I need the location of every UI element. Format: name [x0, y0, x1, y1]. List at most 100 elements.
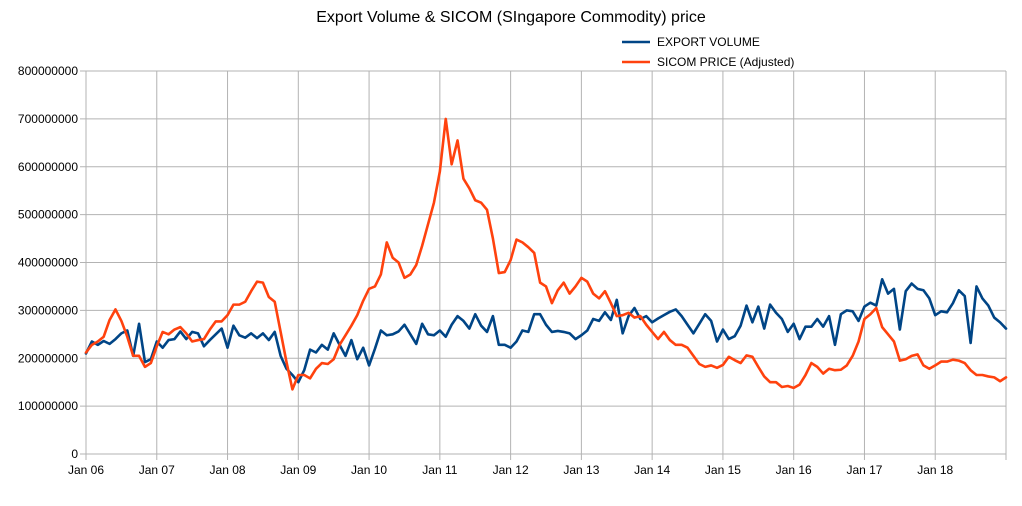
data-point-sicom-price — [468, 187, 470, 189]
data-point-sicom-price — [179, 326, 181, 328]
data-point-export-volume — [869, 302, 871, 304]
data-point-export-volume — [333, 332, 335, 334]
data-point-export-volume — [427, 333, 429, 335]
data-point-export-volume — [704, 313, 706, 315]
data-point-sicom-price — [592, 293, 594, 295]
data-point-export-volume — [940, 310, 942, 312]
data-point-export-volume — [268, 339, 270, 341]
series-layer — [84, 117, 1008, 391]
data-point-export-volume — [197, 332, 199, 334]
data-point-sicom-price — [521, 241, 524, 243]
data-point-sicom-price — [557, 289, 559, 291]
data-point-sicom-price — [185, 332, 187, 334]
data-point-export-volume — [144, 361, 146, 363]
data-point-sicom-price — [167, 333, 170, 335]
data-point-sicom-price — [533, 252, 535, 254]
y-tick-label: 0 — [71, 447, 78, 461]
data-point-export-volume — [362, 347, 364, 349]
data-point-export-volume — [645, 315, 647, 317]
data-point-export-volume — [539, 313, 541, 315]
data-point-export-volume — [97, 344, 99, 346]
data-point-export-volume — [857, 320, 860, 322]
y-tick-label: 400000000 — [18, 256, 78, 270]
data-point-export-volume — [916, 288, 919, 290]
data-point-export-volume — [303, 369, 305, 371]
data-point-sicom-price — [492, 237, 494, 240]
data-point-export-volume — [810, 326, 812, 328]
data-point-sicom-price — [126, 336, 128, 338]
data-point-export-volume — [604, 311, 606, 313]
data-point-sicom-price — [975, 374, 978, 376]
data-point-sicom-price — [887, 333, 889, 335]
x-tick-label: Jan 10 — [351, 463, 387, 477]
data-point-export-volume — [663, 314, 665, 316]
data-point-export-volume — [456, 315, 459, 317]
data-point-sicom-price — [568, 293, 571, 295]
data-point-sicom-price — [91, 344, 93, 346]
data-point-sicom-price — [627, 312, 630, 314]
data-point-sicom-price — [863, 318, 866, 320]
data-point-export-volume — [934, 314, 936, 316]
data-point-sicom-price — [757, 366, 759, 368]
data-point-sicom-price — [456, 139, 459, 142]
data-point-export-volume — [138, 323, 140, 325]
data-point-export-volume — [126, 329, 128, 332]
data-point-sicom-price — [268, 296, 270, 298]
data-point-export-volume — [728, 338, 730, 340]
data-point-sicom-price — [633, 316, 636, 319]
data-point-export-volume — [911, 282, 913, 285]
data-point-sicom-price — [580, 277, 582, 279]
data-point-sicom-price — [321, 362, 323, 364]
data-point-sicom-price — [244, 301, 246, 303]
data-point-sicom-price — [97, 340, 99, 343]
data-point-sicom-price — [150, 362, 152, 364]
data-point-sicom-price — [309, 377, 311, 379]
data-point-sicom-price — [474, 199, 476, 201]
data-point-export-volume — [893, 288, 895, 290]
data-point-export-volume — [421, 323, 423, 325]
data-point-sicom-price — [999, 380, 1001, 382]
data-point-export-volume — [610, 319, 612, 321]
data-point-export-volume — [740, 325, 742, 327]
data-point-export-volume — [433, 334, 435, 336]
data-point-export-volume — [863, 305, 866, 308]
data-point-export-volume — [698, 323, 700, 325]
data-point-export-volume — [344, 355, 347, 357]
data-point-sicom-price — [386, 241, 388, 243]
data-point-sicom-price — [734, 359, 736, 361]
legend-label: SICOM PRICE (Adjusted) — [657, 55, 794, 69]
data-point-sicom-price — [114, 308, 117, 311]
data-point-export-volume — [928, 297, 930, 300]
data-point-export-volume — [545, 324, 547, 326]
data-point-export-volume — [439, 329, 441, 332]
data-point-sicom-price — [1005, 376, 1007, 378]
data-point-sicom-price — [728, 356, 730, 358]
x-tick-label: Jan 09 — [280, 463, 316, 477]
x-tick-label: Jan 16 — [776, 463, 812, 477]
data-point-export-volume — [657, 317, 659, 320]
data-point-sicom-price — [946, 361, 948, 363]
data-point-sicom-price — [203, 338, 205, 340]
data-point-sicom-price — [162, 331, 164, 333]
data-point-sicom-price — [362, 300, 364, 302]
data-point-export-volume — [557, 330, 559, 332]
x-tick-label: Jan 13 — [563, 463, 599, 477]
data-point-export-volume — [905, 290, 907, 292]
data-point-export-volume — [775, 312, 777, 314]
data-point-export-volume — [492, 315, 494, 317]
data-point-export-volume — [574, 338, 577, 340]
y-tick-label: 300000000 — [18, 303, 78, 317]
data-point-export-volume — [179, 330, 181, 333]
data-point-sicom-price — [657, 338, 659, 340]
data-point-export-volume — [103, 340, 105, 342]
data-point-sicom-price — [852, 355, 854, 357]
data-point-export-volume — [203, 345, 205, 347]
data-point-sicom-price — [504, 271, 506, 273]
data-point-sicom-price — [857, 340, 860, 343]
data-point-export-volume — [598, 320, 600, 322]
data-point-sicom-price — [344, 334, 347, 336]
data-point-export-volume — [675, 308, 677, 311]
data-point-sicom-price — [934, 364, 936, 367]
data-point-sicom-price — [297, 374, 299, 376]
data-point-sicom-price — [209, 328, 211, 331]
